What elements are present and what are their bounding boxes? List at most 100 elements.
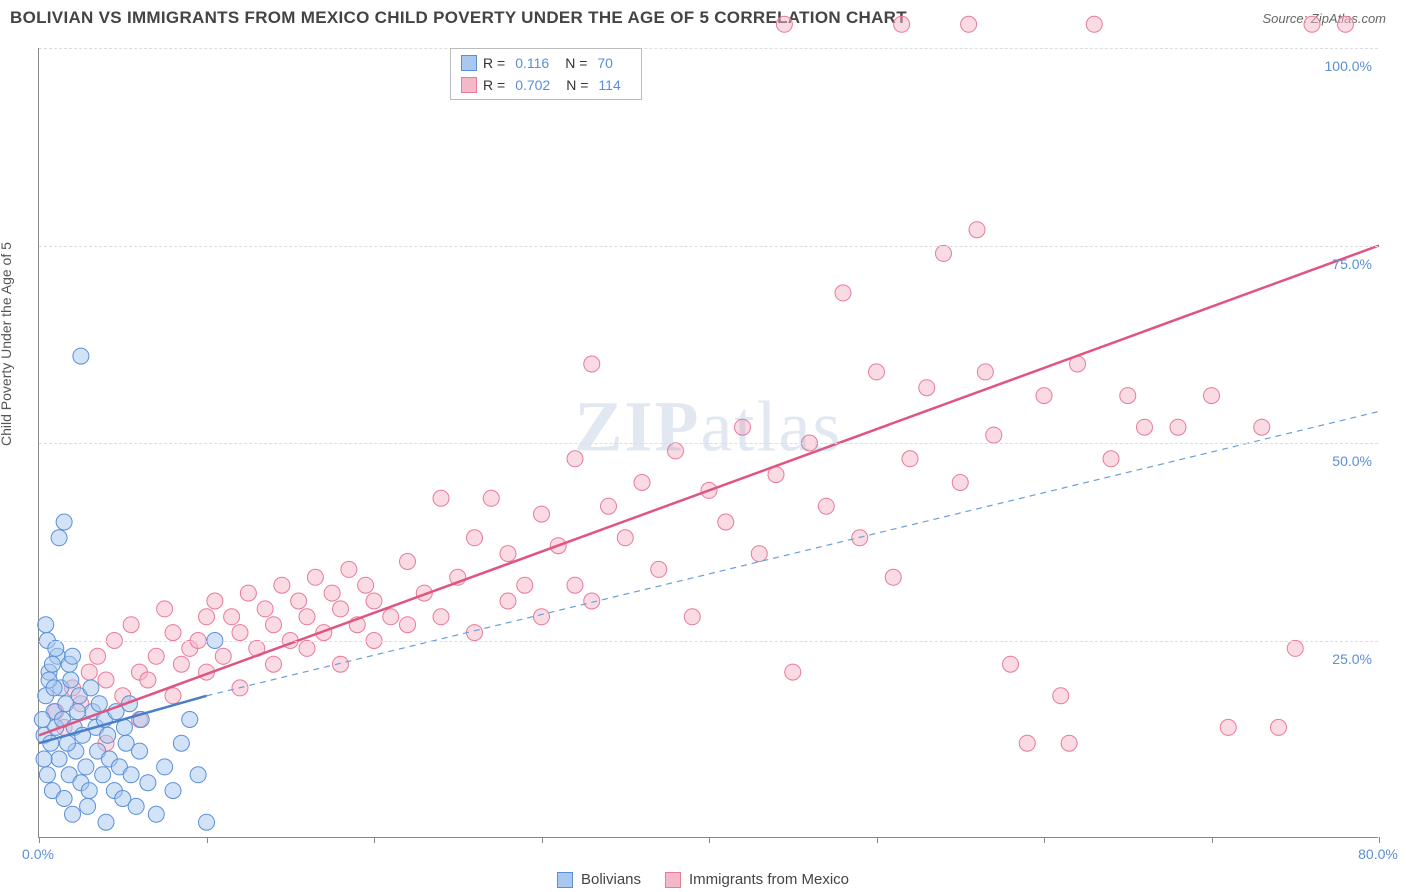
data-point [51, 530, 67, 546]
data-point [467, 530, 483, 546]
data-point [165, 688, 181, 704]
legend-label-bolivians: Bolivians [581, 871, 641, 888]
data-point [38, 617, 54, 633]
data-point [534, 506, 550, 522]
data-point [668, 443, 684, 459]
data-point [919, 380, 935, 396]
data-point [274, 577, 290, 593]
legend-row-bolivians: R = 0.116 N = 70 [461, 52, 631, 74]
data-point [78, 759, 94, 775]
data-point [46, 680, 62, 696]
data-point [34, 712, 50, 728]
y-tick-label: 25.0% [1332, 651, 1372, 667]
data-point [140, 775, 156, 791]
x-tick-mark [1044, 837, 1045, 843]
data-point [341, 561, 357, 577]
legend-item-bolivians: Bolivians [557, 871, 641, 888]
data-point [65, 648, 81, 664]
data-point [936, 245, 952, 261]
data-point [199, 609, 215, 625]
data-point [128, 798, 144, 814]
series-legend: Bolivians Immigrants from Mexico [557, 871, 849, 888]
data-point [1103, 451, 1119, 467]
data-point [617, 530, 633, 546]
data-point [952, 475, 968, 491]
data-point [894, 16, 910, 32]
data-point [215, 648, 231, 664]
data-point [199, 814, 215, 830]
trend-line [39, 246, 1379, 736]
data-point [835, 285, 851, 301]
x-tick-mark [877, 837, 878, 843]
data-point [291, 593, 307, 609]
data-point [1170, 419, 1186, 435]
data-point [961, 16, 977, 32]
data-point [63, 672, 79, 688]
data-point [100, 727, 116, 743]
y-tick-label: 100.0% [1325, 58, 1372, 74]
gridline [39, 48, 1378, 49]
data-point [207, 593, 223, 609]
data-point [165, 625, 181, 641]
data-point [433, 490, 449, 506]
x-tick-mark [39, 837, 40, 843]
y-axis-label: Child Poverty Under the Age of 5 [0, 242, 14, 446]
data-point [776, 16, 792, 32]
data-point [182, 712, 198, 728]
data-point [366, 593, 382, 609]
data-point [333, 601, 349, 617]
data-point [324, 585, 340, 601]
data-point [56, 791, 72, 807]
data-point [718, 514, 734, 530]
data-point [39, 767, 55, 783]
data-point [1120, 388, 1136, 404]
data-point [83, 680, 99, 696]
data-point [91, 696, 107, 712]
x-tick-label: 80.0% [1358, 846, 1398, 862]
data-point [902, 451, 918, 467]
data-point [95, 767, 111, 783]
data-point [986, 427, 1002, 443]
data-point [240, 585, 256, 601]
data-point [90, 648, 106, 664]
legend-row-mexico: R = 0.702 N = 114 [461, 74, 631, 96]
data-point [173, 656, 189, 672]
data-point [73, 348, 89, 364]
data-point [1137, 419, 1153, 435]
data-point [1204, 388, 1220, 404]
data-point [148, 648, 164, 664]
data-point [977, 364, 993, 380]
data-point [400, 554, 416, 570]
data-point [651, 561, 667, 577]
data-point [190, 767, 206, 783]
data-point [1220, 719, 1236, 735]
data-point [785, 664, 801, 680]
data-point [500, 593, 516, 609]
data-point [48, 640, 64, 656]
data-point [165, 783, 181, 799]
data-point [534, 609, 550, 625]
data-point [1003, 656, 1019, 672]
x-tick-label: 0.0% [22, 846, 54, 862]
trend-line [207, 411, 1380, 695]
data-point [584, 356, 600, 372]
data-point [869, 364, 885, 380]
data-point [567, 451, 583, 467]
data-point [307, 569, 323, 585]
data-point [36, 751, 52, 767]
data-point [1019, 735, 1035, 751]
data-point [81, 664, 97, 680]
y-tick-label: 50.0% [1332, 453, 1372, 469]
legend-item-mexico: Immigrants from Mexico [665, 871, 849, 888]
data-point [1061, 735, 1077, 751]
data-point [433, 609, 449, 625]
data-point [1086, 16, 1102, 32]
data-point [358, 577, 374, 593]
data-point [123, 617, 139, 633]
data-point [634, 475, 650, 491]
source-attribution: Source: ZipAtlas.com [1262, 11, 1386, 26]
data-point [56, 514, 72, 530]
data-point [584, 593, 600, 609]
gridline [39, 641, 1378, 642]
data-point [173, 735, 189, 751]
